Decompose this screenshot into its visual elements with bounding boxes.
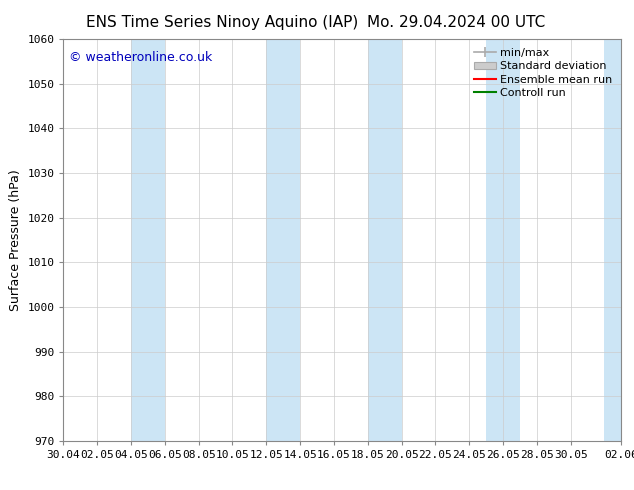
Y-axis label: Surface Pressure (hPa): Surface Pressure (hPa)	[9, 169, 22, 311]
Bar	[368, 39, 401, 441]
Text: © weatheronline.co.uk: © weatheronline.co.uk	[69, 51, 212, 64]
Bar	[266, 39, 300, 441]
Legend: min/max, Standard deviation, Ensemble mean run, Controll run: min/max, Standard deviation, Ensemble me…	[470, 45, 616, 101]
Bar	[604, 39, 634, 441]
Bar	[486, 39, 520, 441]
Text: ENS Time Series Ninoy Aquino (IAP): ENS Time Series Ninoy Aquino (IAP)	[86, 15, 358, 30]
Bar	[131, 39, 165, 441]
Text: Mo. 29.04.2024 00 UTC: Mo. 29.04.2024 00 UTC	[367, 15, 546, 30]
